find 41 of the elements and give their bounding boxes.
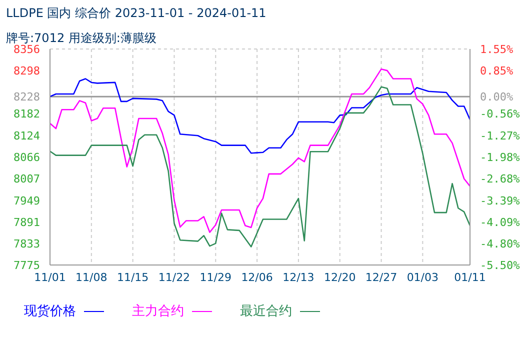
y-tick-label: 7833 — [14, 237, 40, 250]
y-tick-label: 8356 — [14, 43, 40, 56]
y2-tick-label: -4.09% — [480, 216, 520, 229]
x-tick-label: 11/29 — [200, 270, 232, 284]
x-tick-label: 12/06 — [241, 270, 273, 284]
y-tick-label: 7775 — [14, 259, 40, 272]
legend-label: 主力合约 — [132, 303, 185, 320]
x-tick-label: 12/13 — [282, 270, 314, 284]
line-series — [50, 78, 470, 154]
x-tick-label: 11/15 — [116, 270, 149, 284]
chart-title: LLDPE 国内 综合价 2023-11-01 - 2024-01-11 — [6, 5, 266, 22]
x-tick-label: 12/27 — [365, 270, 398, 284]
y-tick-label: 7949 — [14, 194, 40, 208]
y2-tick-label: -3.39% — [480, 194, 520, 208]
y2-tick-label: 0.00% — [480, 90, 514, 104]
legend-label: 现货价格 — [24, 303, 77, 320]
y2-tick-label: 1.55% — [480, 43, 514, 56]
y2-tick-label: -5.50% — [480, 259, 520, 272]
chart-subtitle: 牌号:7012 用途级别:薄膜级 — [6, 30, 156, 45]
x-tick-label: 11/01 — [34, 270, 66, 284]
y-tick-label: 8007 — [14, 172, 40, 186]
legend-label: 最近合约 — [240, 303, 293, 320]
x-tick-label: 11/22 — [158, 270, 190, 284]
y-tick-label: 8124 — [14, 129, 40, 142]
y2-tick-label: -0.56% — [480, 108, 520, 121]
y2-tick-label: 0.85% — [480, 64, 514, 78]
x-tick-label: 11/08 — [76, 270, 108, 284]
x-tick-label: 12/20 — [324, 270, 356, 284]
y2-tick-label: -4.80% — [480, 238, 520, 251]
y-tick-label: 8228 — [14, 90, 40, 104]
x-tick-label: 01/11 — [454, 270, 486, 284]
y-tick-label: 8298 — [14, 64, 40, 78]
line-series — [50, 68, 470, 233]
y-tick-label: 8182 — [14, 108, 40, 121]
y2-tick-label: -2.68% — [480, 172, 520, 186]
y-tick-label: 8066 — [14, 150, 40, 164]
y2-tick-label: -1.98% — [480, 151, 520, 164]
y2-tick-label: -1.27% — [480, 129, 520, 142]
y-tick-label: 7891 — [14, 216, 40, 229]
line-series — [50, 86, 470, 248]
x-tick-label: 01/03 — [406, 270, 439, 284]
